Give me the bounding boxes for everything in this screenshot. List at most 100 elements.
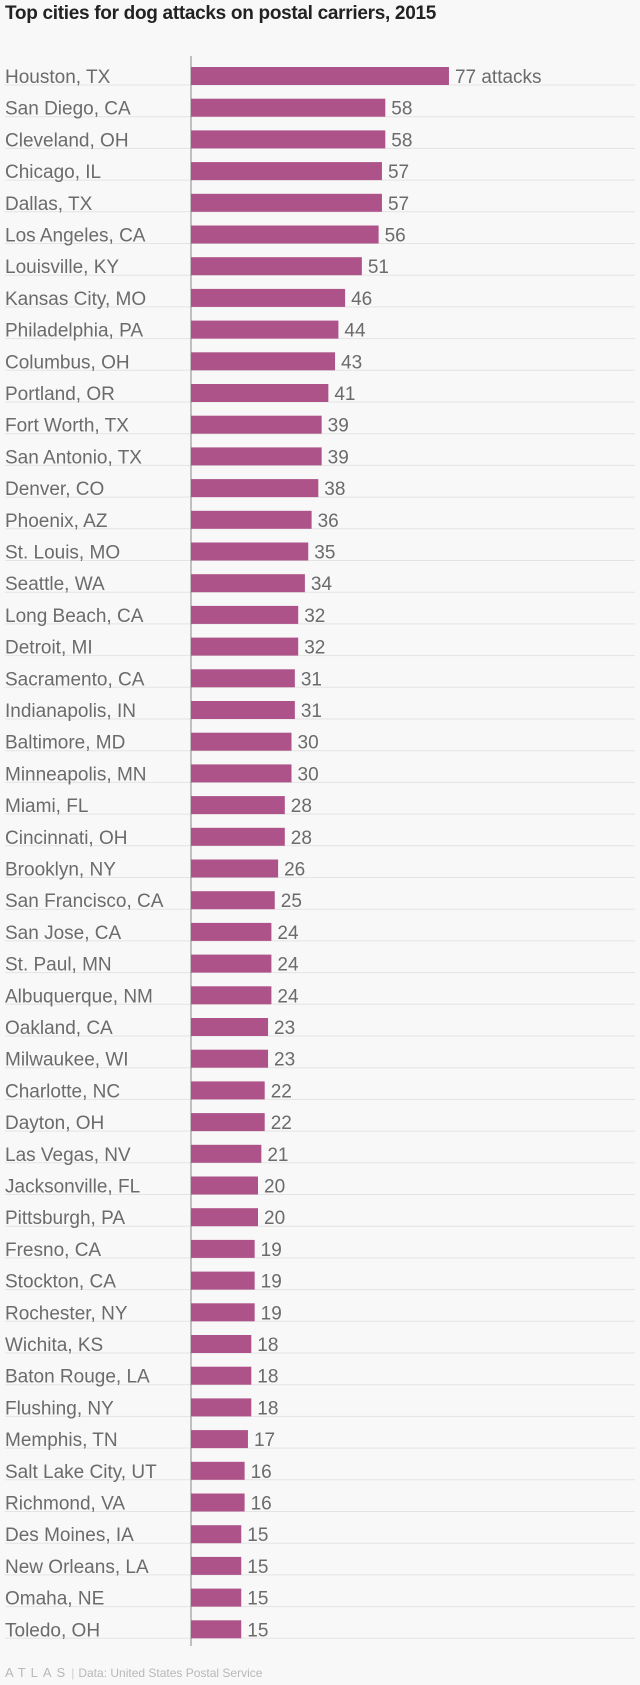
value-label: 32 [304, 638, 325, 659]
value-label: 39 [328, 447, 349, 468]
bar [191, 1620, 242, 1639]
category-label: New Orleans, LA [5, 1557, 149, 1578]
value-label: 57 [388, 162, 409, 183]
category-label: Charlotte, NC [5, 1081, 120, 1102]
category-label: Indianapolis, IN [5, 701, 136, 722]
category-label: Richmond, VA [5, 1494, 125, 1515]
value-label: 23 [274, 1018, 295, 1039]
category-label: Wichita, KS [5, 1335, 103, 1356]
bar [191, 986, 272, 1005]
category-label: Miami, FL [5, 796, 88, 817]
value-label: 30 [298, 764, 319, 785]
bar [191, 288, 346, 307]
bar [191, 1556, 242, 1575]
value-label: 19 [261, 1240, 282, 1261]
value-label: 17 [254, 1430, 275, 1451]
bar [191, 415, 322, 434]
bar [191, 1588, 242, 1607]
category-label: Dallas, TX [5, 194, 93, 215]
category-label: Portland, OR [5, 384, 115, 405]
value-label: 18 [257, 1335, 278, 1356]
value-label: 46 [351, 289, 372, 310]
bar [191, 1366, 252, 1385]
value-label: 41 [334, 384, 355, 405]
category-label: Salt Lake City, UT [5, 1462, 157, 1483]
value-label: 16 [251, 1494, 272, 1515]
bar [191, 669, 295, 688]
bar [191, 1430, 248, 1449]
value-label: 31 [301, 669, 322, 690]
value-label: 23 [274, 1050, 295, 1071]
bar [191, 701, 295, 719]
value-label: 19 [261, 1272, 282, 1293]
category-label: Columbus, OH [5, 352, 130, 373]
category-label: Long Beach, CA [5, 606, 144, 627]
category-label: San Antonio, TX [5, 447, 142, 468]
bar [191, 605, 299, 624]
value-label: 34 [311, 574, 333, 595]
value-label: 24 [277, 955, 299, 976]
category-label: Houston, TX [5, 67, 111, 88]
category-label: Fort Worth, TX [5, 416, 129, 437]
bar [191, 447, 322, 466]
bar [191, 193, 382, 212]
category-label: Detroit, MI [5, 638, 93, 659]
category-label: Jacksonville, FL [5, 1177, 140, 1198]
value-label: 15 [247, 1557, 268, 1578]
category-label: Baltimore, MD [5, 733, 125, 754]
value-label: 31 [301, 701, 322, 722]
value-label: 30 [298, 733, 319, 754]
bar [191, 1018, 269, 1036]
bar [191, 1049, 269, 1068]
bar [191, 637, 299, 656]
atlas-logo[interactable]: ATLAS [5, 1665, 71, 1680]
bar [191, 510, 312, 529]
bar [191, 1461, 245, 1480]
value-label: 43 [341, 352, 362, 373]
bar [191, 1271, 255, 1290]
value-label: 57 [388, 194, 409, 215]
value-label: 38 [324, 479, 345, 500]
bar [191, 954, 272, 973]
category-label: Los Angeles, CA [5, 226, 146, 247]
category-label: St. Paul, MN [5, 955, 112, 976]
bar [191, 1398, 252, 1417]
value-label: 28 [291, 796, 312, 817]
category-label: Des Moines, IA [5, 1525, 134, 1546]
bar [191, 352, 336, 371]
value-label: 21 [267, 1145, 288, 1166]
category-label: Denver, CO [5, 479, 104, 500]
category-label: Las Vegas, NV [5, 1145, 131, 1166]
value-label: 16 [251, 1462, 272, 1483]
category-label: Chicago, IL [5, 162, 101, 183]
bar [191, 130, 386, 149]
bar [191, 1335, 252, 1353]
value-label: 51 [368, 257, 389, 278]
bar [191, 891, 275, 910]
value-label: 22 [271, 1113, 292, 1134]
bar [191, 1144, 262, 1163]
bar [191, 827, 285, 846]
bar [191, 320, 339, 339]
value-label: 36 [318, 511, 339, 532]
value-label: 22 [271, 1081, 292, 1102]
category-label: Cleveland, OH [5, 130, 129, 151]
category-label: Minneapolis, MN [5, 764, 147, 785]
bar [191, 1176, 258, 1195]
category-label: Oakland, CA [5, 1018, 113, 1039]
bar [191, 384, 329, 402]
category-label: Philadelphia, PA [5, 321, 143, 342]
category-label: Albuquerque, NM [5, 986, 153, 1007]
category-label: San Francisco, CA [5, 891, 164, 912]
value-label: 19 [261, 1303, 282, 1324]
bar [191, 1525, 242, 1544]
value-label: 58 [391, 130, 412, 151]
category-label: Omaha, NE [5, 1589, 104, 1610]
category-label: Seattle, WA [5, 574, 105, 595]
value-label: 28 [291, 828, 312, 849]
category-label: Dayton, OH [5, 1113, 104, 1134]
value-label: 35 [314, 543, 335, 564]
bar [191, 922, 272, 941]
value-label: 15 [247, 1620, 268, 1641]
value-label: 24 [277, 986, 299, 1007]
